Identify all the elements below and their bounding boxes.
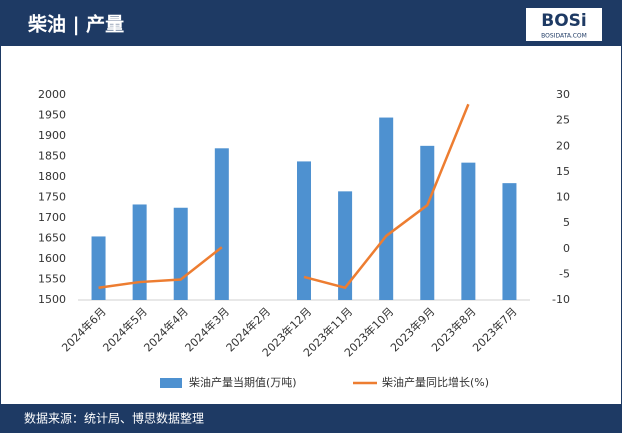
y2-tick-label: 30 (556, 88, 570, 101)
y2-tick-label: 20 (556, 139, 570, 152)
y2-tick-label: 15 (556, 165, 570, 178)
bar (502, 183, 517, 300)
bar (297, 161, 311, 300)
bar (338, 191, 353, 300)
y-tick-label: 1900 (38, 129, 66, 142)
chart-title: 柴油 | 产量 (27, 13, 124, 36)
y-tick-label: 1600 (38, 252, 66, 265)
footer-bar (0, 404, 622, 433)
legend-label: 柴油产量当期值(万吨) (189, 375, 297, 389)
bar (214, 148, 229, 300)
y2-tick-label: -5 (559, 267, 570, 280)
y-tick-label: 1700 (38, 211, 66, 224)
bar (91, 236, 106, 300)
y-tick-label: 1850 (38, 150, 66, 163)
y2-tick-label: -10 (552, 293, 570, 306)
bar (379, 117, 394, 300)
logo-box (526, 8, 602, 41)
logo-text: BOSi (541, 11, 586, 31)
y2-tick-label: 25 (556, 114, 570, 127)
y-tick-label: 1650 (38, 232, 66, 245)
y-tick-label: 1750 (38, 191, 66, 204)
y2-tick-label: 10 (556, 191, 570, 204)
y-tick-label: 1950 (38, 109, 66, 122)
y-tick-label: 1550 (38, 273, 66, 286)
legend-label: 柴油产量同比增长(%) (382, 375, 489, 389)
bar (420, 145, 435, 300)
y-tick-label: 1800 (38, 170, 66, 183)
legend-swatch (160, 378, 182, 388)
y2-tick-label: 5 (563, 216, 570, 229)
header-bar (0, 0, 622, 46)
bar (461, 162, 476, 300)
source-note: 数据来源：统计局、博思数据整理 (24, 411, 204, 426)
y-tick-label: 1500 (38, 293, 66, 306)
bar (132, 204, 147, 300)
y2-tick-label: 0 (563, 242, 570, 255)
y-tick-label: 2000 (38, 88, 66, 101)
line-series (98, 103, 470, 290)
logo-subtext: BOSIDATA.COM (541, 33, 587, 40)
bar (173, 207, 188, 300)
